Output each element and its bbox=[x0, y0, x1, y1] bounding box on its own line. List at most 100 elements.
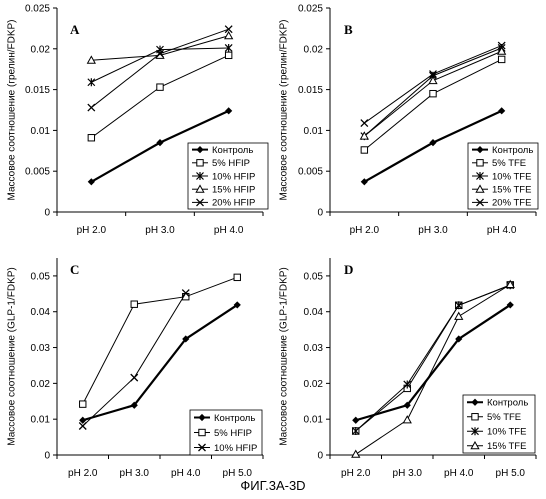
y-tick-label: 0.02 bbox=[31, 44, 51, 55]
data-point bbox=[88, 104, 95, 111]
legend: Контроль 5% TFE 10% TFE 15% TFE 20% TFE bbox=[468, 143, 538, 209]
legend-marker bbox=[477, 160, 483, 166]
legend-label: 15% TFE bbox=[492, 185, 531, 196]
legend: Контроль 5% HFIP 10% HFIP bbox=[190, 410, 262, 455]
legend-label: 15% HFIP bbox=[212, 185, 255, 196]
y-tick-label: 0.01 bbox=[31, 126, 51, 137]
y-tick-label: 0.025 bbox=[298, 4, 323, 15]
series-line bbox=[364, 46, 501, 124]
y-tick-label: 0.02 bbox=[304, 379, 324, 390]
legend: Контроль 5% TFE 10% TFE 15% TFE bbox=[463, 395, 535, 453]
data-point bbox=[225, 52, 231, 58]
x-tick-label: pH 3.0 bbox=[145, 225, 175, 236]
y-axis-title: Массовое соотношение (грелин/FDKP) bbox=[279, 20, 290, 201]
y-tick-label: 0 bbox=[317, 208, 323, 219]
y-tick-label: 0.015 bbox=[298, 85, 323, 96]
y-tick-label: 0.01 bbox=[304, 415, 324, 426]
legend: Контроль 5% HFIP 10% HFIP 15% HFIP 20% HFIP bbox=[188, 143, 268, 209]
data-point bbox=[234, 274, 240, 280]
x-tick-label: pH 2.0 bbox=[350, 225, 380, 236]
y-tick-label: 0.01 bbox=[304, 126, 324, 137]
legend-label: 10% HFIP bbox=[214, 443, 257, 454]
data-point bbox=[498, 107, 505, 114]
data-point bbox=[361, 120, 368, 127]
y-tick-label: 0 bbox=[44, 451, 50, 462]
figure-caption: ФИГ.3А-3D bbox=[0, 478, 546, 493]
y-tick-label: 0.02 bbox=[304, 44, 324, 55]
y-tick-label: 0.04 bbox=[31, 307, 51, 318]
y-tick-label: 0.03 bbox=[304, 343, 324, 354]
series-line bbox=[83, 305, 238, 420]
y-tick-label: 0.03 bbox=[31, 343, 51, 354]
data-point bbox=[225, 32, 233, 39]
y-tick-label: 0.005 bbox=[25, 167, 50, 178]
x-tick-label: pH 4.0 bbox=[487, 225, 517, 236]
panel-d: 00.010.020.030.040.05pH 2.0pH 3.0pH 4.0p… bbox=[279, 258, 536, 479]
panel-letter: B bbox=[344, 22, 353, 37]
legend-label: 10% TFE bbox=[487, 427, 526, 438]
y-tick-label: 0.02 bbox=[31, 379, 51, 390]
data-point bbox=[361, 147, 367, 153]
legend-label: 10% TFE bbox=[492, 171, 531, 182]
series-line bbox=[83, 277, 238, 404]
legend-label: Контроль bbox=[214, 413, 255, 424]
legend-marker bbox=[199, 429, 205, 435]
y-tick-label: 0.05 bbox=[31, 271, 51, 282]
legend-label: 5% HFIP bbox=[214, 428, 252, 439]
y-tick-label: 0.025 bbox=[25, 4, 50, 15]
series-square bbox=[361, 56, 505, 153]
panel-letter: D bbox=[344, 262, 353, 277]
series-diamond bbox=[79, 301, 241, 424]
data-point bbox=[88, 135, 94, 141]
y-axis-title: Массовое соотношение (грелин/FDKP) bbox=[7, 20, 18, 201]
data-point bbox=[352, 450, 360, 457]
legend-label: 5% TFE bbox=[492, 158, 526, 169]
legend-label: Контроль bbox=[212, 145, 253, 156]
y-axis-title: Массовое соотношение (GLP-1/FDKP) bbox=[7, 267, 18, 446]
series-line bbox=[91, 55, 228, 137]
y-tick-label: 0.005 bbox=[298, 167, 323, 178]
x-tick-label: pH 3.0 bbox=[418, 225, 448, 236]
y-tick-label: 0.01 bbox=[31, 415, 51, 426]
y-tick-label: 0 bbox=[317, 451, 323, 462]
y-axis-title: Массовое соотношение (GLP-1/FDKP) bbox=[279, 267, 290, 446]
data-point bbox=[80, 401, 86, 407]
legend-label: 5% HFIP bbox=[212, 158, 250, 169]
panel-letter: C bbox=[70, 262, 79, 277]
series-square bbox=[80, 274, 241, 407]
y-tick-label: 0.015 bbox=[25, 85, 50, 96]
data-point bbox=[352, 417, 359, 424]
panel-b: 0 0.005 0.01 0.015 0.02 0.025 pH 2.0 pH 3.0 pH 4… bbox=[279, 4, 538, 237]
data-point bbox=[131, 301, 137, 307]
y-tick-label: 0.05 bbox=[304, 271, 324, 282]
panel-letter: A bbox=[70, 22, 80, 37]
data-point bbox=[455, 313, 463, 320]
panel-a: 0 0.005 0.01 0.015 0.02 0.025 pH 2.0 pH 3.0 pH 4… bbox=[7, 4, 268, 237]
y-tick-label: 0.04 bbox=[304, 307, 324, 318]
series-x bbox=[88, 26, 232, 111]
legend-marker bbox=[197, 160, 203, 166]
legend-label: Контроль bbox=[492, 145, 533, 156]
legend-label: 15% TFE bbox=[487, 441, 526, 452]
y-tick-label: 0 bbox=[44, 208, 50, 219]
series-x bbox=[361, 42, 505, 127]
data-point bbox=[403, 416, 411, 423]
series-square bbox=[88, 52, 232, 141]
data-point bbox=[225, 107, 232, 114]
series-line bbox=[91, 29, 228, 107]
legend-label: 20% TFE bbox=[492, 198, 531, 209]
legend-label: 5% TFE bbox=[487, 412, 521, 423]
x-tick-label: pH 2.0 bbox=[77, 225, 107, 236]
data-point bbox=[498, 56, 504, 62]
legend-label: 10% HFIP bbox=[212, 171, 255, 182]
panel-c: 00.010.020.030.040.05pH 2.0pH 3.0pH 4.0p… bbox=[7, 258, 263, 479]
legend-label: 20% HFIP bbox=[212, 198, 255, 209]
data-point bbox=[88, 78, 95, 86]
legend-label: Контроль bbox=[487, 398, 528, 409]
series-star bbox=[88, 44, 232, 86]
data-point bbox=[131, 374, 138, 381]
data-point bbox=[430, 90, 436, 96]
legend-marker bbox=[472, 414, 478, 420]
x-tick-label: pH 4.0 bbox=[214, 225, 244, 236]
